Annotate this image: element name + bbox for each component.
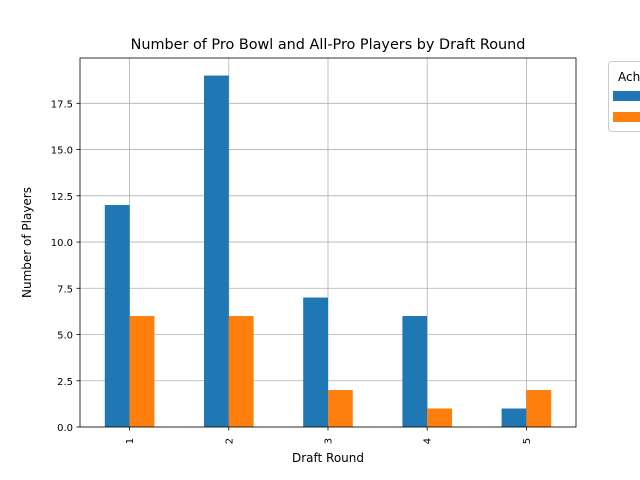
x-tick-label: 5 [522, 438, 533, 444]
x-tick-label: 4 [423, 438, 434, 444]
bar [303, 298, 328, 427]
y-axis-ticks: 0.0 2.5 5.0 7.5 10.0 12.5 15.0 17.5 [51, 99, 80, 434]
y-axis-label: Number of Players [20, 187, 34, 298]
legend-swatch [613, 91, 640, 101]
y-tick-label: 7.5 [57, 284, 73, 295]
y-tick-label: 0.0 [57, 423, 73, 434]
bar [427, 409, 452, 427]
bar [526, 390, 551, 427]
legend-swatch [613, 112, 640, 122]
bar [502, 409, 527, 427]
x-tick-label: 3 [324, 438, 335, 444]
x-tick-label: 2 [224, 438, 235, 444]
y-tick-label: 2.5 [57, 377, 73, 388]
chart-title: Number of Pro Bowl and All-Pro Players b… [131, 37, 526, 53]
x-axis-ticks: 1 2 3 4 5 [125, 427, 533, 444]
legend-title: Ach [618, 70, 640, 84]
y-tick-label: 12.5 [51, 192, 73, 203]
y-tick-label: 15.0 [51, 146, 73, 157]
y-tick-label: 17.5 [51, 99, 73, 110]
bar [402, 316, 427, 427]
bar [130, 316, 155, 427]
bar [328, 390, 353, 427]
bar [204, 76, 229, 427]
legend: Ach [609, 62, 640, 132]
bar [229, 316, 254, 427]
y-tick-label: 10.0 [51, 238, 73, 249]
bar [105, 205, 130, 427]
x-tick-label: 1 [125, 438, 136, 444]
x-axis-label: Draft Round [292, 451, 364, 465]
y-tick-label: 5.0 [57, 331, 73, 342]
